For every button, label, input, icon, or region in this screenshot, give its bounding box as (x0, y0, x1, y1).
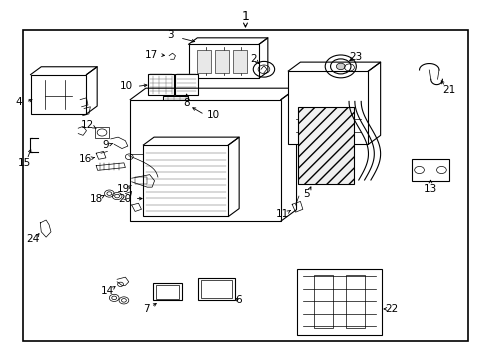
Bar (197, 50, 211, 73)
Text: 4: 4 (15, 97, 21, 107)
Bar (23, 30, 467, 341)
Text: 1: 1 (241, 10, 249, 23)
Text: 7: 7 (142, 303, 149, 314)
Text: 17: 17 (144, 50, 158, 60)
Text: 14: 14 (101, 286, 114, 296)
Bar (175, 74, 198, 95)
Bar (188, 44, 259, 78)
Bar (156, 285, 179, 298)
Text: 21: 21 (441, 85, 454, 95)
Text: 12: 12 (81, 120, 94, 130)
Bar (95, 127, 109, 138)
Text: 5: 5 (303, 189, 309, 199)
Bar (143, 145, 228, 216)
Text: 11: 11 (275, 209, 288, 219)
Text: 22: 22 (385, 304, 398, 314)
Text: 19: 19 (117, 184, 130, 194)
Bar (153, 283, 182, 300)
Bar (30, 75, 86, 114)
Bar (232, 50, 246, 73)
Bar (130, 100, 281, 221)
Bar (345, 275, 365, 328)
Text: 18: 18 (89, 194, 102, 203)
Text: 16: 16 (79, 154, 92, 164)
Text: 6: 6 (235, 295, 242, 305)
Bar (296, 269, 381, 336)
Text: 9: 9 (102, 140, 109, 150)
Bar (297, 107, 353, 184)
Text: 24: 24 (26, 234, 40, 244)
Bar (163, 96, 188, 116)
Text: 10: 10 (120, 81, 133, 91)
Bar (135, 177, 147, 184)
Bar (198, 278, 234, 300)
Text: 3: 3 (166, 30, 173, 40)
Text: 2: 2 (249, 54, 256, 64)
Text: 8: 8 (183, 98, 189, 108)
Bar (287, 71, 368, 144)
Bar (148, 74, 173, 95)
Text: 23: 23 (349, 52, 362, 62)
Text: 20: 20 (118, 194, 131, 203)
Bar (313, 275, 333, 328)
Text: 15: 15 (18, 158, 31, 168)
Text: 13: 13 (423, 184, 436, 194)
Bar (215, 50, 229, 73)
Bar (201, 280, 231, 298)
Bar (411, 159, 448, 181)
Circle shape (336, 63, 345, 69)
Text: 10: 10 (206, 110, 219, 120)
